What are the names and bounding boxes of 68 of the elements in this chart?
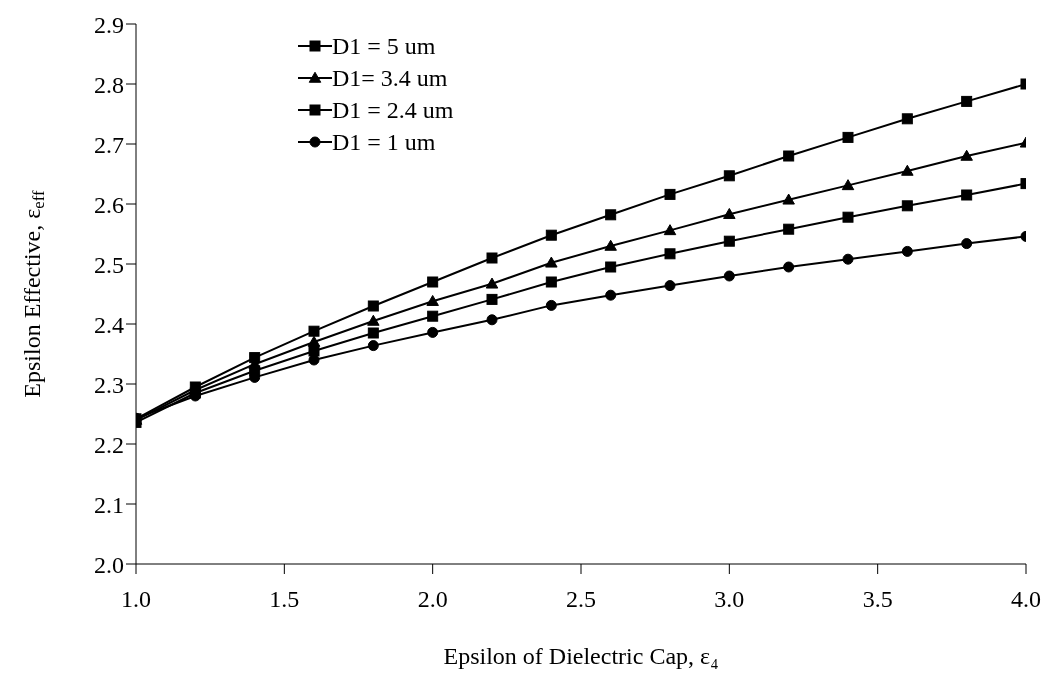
legend-label: D1 = 1 um [332,128,436,156]
point [663,224,677,236]
x-tick-label: 3.5 [862,586,893,613]
point [427,310,439,322]
y-tick-label: 2.1 [94,491,124,518]
point [308,325,320,337]
point [901,200,913,212]
x-tick-label: 1.0 [121,586,151,613]
point [842,211,854,223]
point [545,256,558,268]
point [367,327,379,339]
point [901,245,913,257]
point [961,189,973,201]
point [604,239,617,251]
point [426,294,439,306]
point [486,314,498,326]
x-tick-label: 2.0 [417,586,448,613]
y-tick-label: 2.2 [94,431,124,458]
point [961,238,973,250]
point [782,193,795,205]
x-tick-label: 1.5 [269,586,300,613]
legend-label: D1 = 5 um [332,32,436,60]
point [545,276,557,288]
point [486,293,498,305]
point [841,179,855,191]
point [605,261,617,273]
point [605,209,617,221]
point [842,131,854,143]
point [842,253,854,265]
point [486,252,498,264]
point [961,95,973,107]
point [901,113,913,125]
y-tick-label: 2.8 [94,71,124,98]
y-tick-label: 2.9 [94,11,124,38]
y-tick-label: 2.5 [94,251,124,278]
point [723,207,736,219]
point [485,277,499,289]
x-tick-label: 4.0 [1011,586,1041,613]
x-tick-label: 2.5 [566,586,596,613]
point [367,300,379,312]
legend-label: D1= 3.4 um [332,64,448,92]
point [367,314,380,326]
point [960,149,973,161]
point [605,289,617,301]
point [783,223,795,235]
y-tick-label: 2.3 [94,371,124,398]
point [664,248,676,260]
point [664,280,676,292]
legend-label: D1 = 2.4 um [332,96,454,124]
x-axis-title: Epsilon of Dielectric Cap, ε₄ [443,643,719,669]
point [308,345,320,357]
y-tick-label: 2.0 [94,551,124,578]
point [545,229,557,241]
point [664,188,676,200]
point [901,164,914,176]
point [545,299,557,311]
point [427,326,439,338]
point [723,270,735,282]
point [427,276,439,288]
point [723,235,735,247]
point [783,150,795,162]
y-tick-label: 2.7 [94,131,124,158]
y-tick-label: 2.4 [94,311,124,338]
x-tick-label: 3.0 [714,586,745,613]
y-tick-label: 2.6 [94,191,124,218]
point [367,340,379,352]
point [723,170,735,182]
point [783,261,795,273]
